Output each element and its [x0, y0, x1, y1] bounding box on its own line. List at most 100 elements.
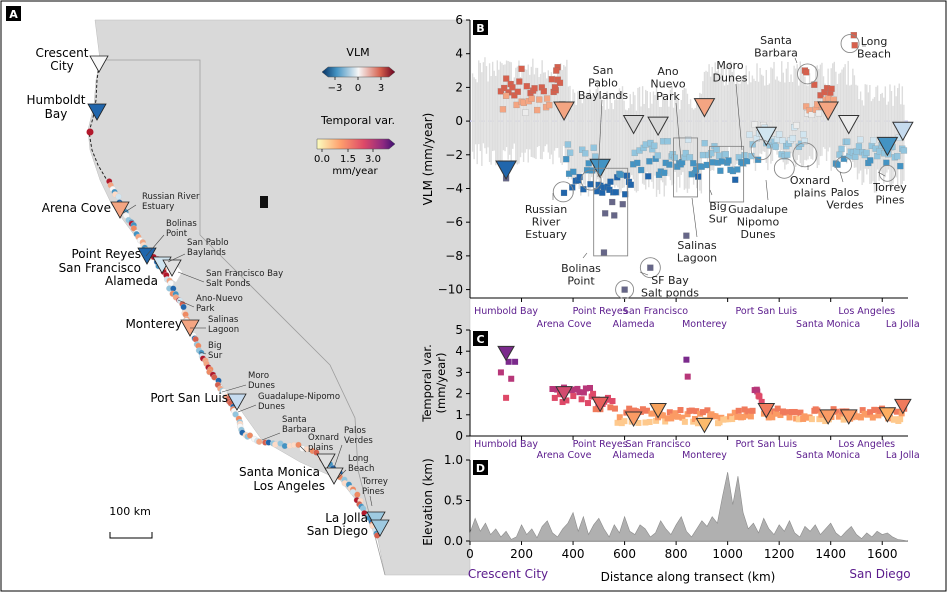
temporal-colorbar-ticks: 0.0 1.5 3.0	[314, 149, 381, 165]
c-y-axis-label: (mm/year)	[434, 353, 448, 414]
map-small-label: Salt Ponds	[206, 279, 251, 289]
b-annotation-label: Park	[656, 90, 680, 103]
b-vlm-point	[686, 154, 694, 161]
b-annotation-label: Oxnard	[790, 174, 830, 187]
b-vlm-point	[600, 249, 608, 256]
b-annotation-ring	[792, 142, 818, 168]
b-y-tick-label: −2	[445, 148, 463, 162]
transect-end-label: San Diego	[849, 567, 910, 581]
map-small-label: plains	[308, 443, 334, 453]
c-tide-gauge	[555, 386, 573, 402]
transect-north	[88, 64, 109, 183]
map-small-label: Long	[348, 454, 369, 464]
b-vlm-point	[834, 161, 841, 168]
c-temporal-point	[740, 413, 747, 420]
b-y-tick-label: −8	[445, 249, 463, 263]
b-annotation-label: Nipomo	[737, 216, 780, 229]
transect-start-label: Crescent City	[468, 567, 548, 581]
b-vlm-point	[563, 156, 570, 163]
b-vlm-point	[800, 131, 807, 138]
c-y-tick-label: 3	[455, 365, 463, 379]
c-temporal-point	[549, 386, 556, 393]
c-temporal-point	[822, 418, 829, 425]
b-vlm-point	[585, 160, 592, 167]
c-temporal-point	[683, 356, 690, 363]
c-temporal-point	[616, 414, 623, 421]
d-y-tick-label: 0.0	[444, 534, 463, 548]
b-station-label: San Francisco	[623, 306, 688, 317]
d-y-axis-label: Elevation (km)	[421, 458, 435, 546]
b-vlm-point	[793, 122, 800, 129]
c-tide-gauge	[757, 403, 776, 419]
b-vlm-point	[718, 158, 726, 165]
b-vlm-point	[546, 101, 553, 109]
b-annotation-label: Pablo	[588, 77, 618, 90]
map-small-label: Palos	[344, 426, 367, 436]
c-temporal-point	[729, 416, 736, 423]
c-tide-gauge	[893, 398, 912, 415]
vlm-tick-label: 0	[355, 83, 361, 94]
b-vlm-point	[685, 136, 692, 143]
c-temporal-point	[559, 399, 566, 406]
b-vlm-point	[784, 151, 791, 158]
b-annotation-label: Baylands	[578, 89, 629, 102]
b-vlm-point	[612, 189, 619, 196]
c-temporal-point	[867, 409, 874, 416]
b-vlm-point	[602, 210, 609, 217]
map-label: La Jolla	[325, 511, 368, 525]
b-annotation-label: Dunes	[713, 72, 748, 85]
b-y-axis-label: VLM (mm/year)	[421, 113, 435, 206]
b-vlm-point	[666, 161, 673, 168]
b-vlm-point	[528, 95, 535, 102]
b-vlm-point	[502, 92, 510, 99]
c-temporal-point	[774, 405, 781, 412]
c-temporal-point	[784, 409, 791, 416]
c-station-label: Alameda	[613, 450, 655, 461]
tide-gauge-marker	[316, 453, 336, 471]
b-vlm-point	[838, 145, 845, 153]
c-temporal-point	[632, 408, 639, 415]
tide-gauge-marker	[137, 247, 157, 265]
coast-vlm-point	[86, 128, 94, 136]
c-temporal-point	[731, 409, 738, 416]
b-vlm-point	[883, 159, 890, 166]
c-temporal-point	[659, 412, 666, 419]
b-vlm-point	[703, 161, 710, 169]
b-vlm-point	[803, 103, 810, 110]
map-leader-line	[167, 253, 186, 263]
b-station-label: Santa Monica	[796, 319, 860, 330]
panel-d-data	[469, 472, 909, 542]
lake-tahoe	[260, 196, 268, 208]
c-y-axis-label: Temporal var.	[420, 344, 434, 423]
b-tide-gauge	[755, 126, 778, 147]
map-label: Arena Cove	[42, 201, 111, 215]
panel-d-badge	[473, 460, 488, 475]
panel-b-label: B	[476, 22, 484, 35]
b-annotation-leader	[765, 179, 769, 201]
b-vlm-point	[560, 189, 568, 197]
map-leader-line	[145, 234, 165, 257]
b-annotation-ring	[750, 139, 772, 161]
b-vlm-point	[518, 65, 525, 72]
c-temporal-point	[582, 385, 589, 392]
map-small-label: Oxnard	[308, 433, 339, 443]
map-label: Los Angeles	[253, 479, 325, 493]
b-y-tick-label: −6	[445, 215, 463, 229]
b-annotation-label: Verdes	[826, 199, 864, 212]
b-annotation-label: Palos	[831, 186, 860, 199]
coast-vlm-point	[246, 432, 254, 439]
b-vlm-point	[803, 69, 810, 76]
b-vlm-point	[815, 109, 823, 117]
c-temporal-point	[607, 404, 614, 411]
b-annotation-box	[673, 137, 698, 198]
c-temporal-point	[872, 406, 879, 413]
c-temporal-point	[574, 385, 581, 392]
c-temporal-point	[681, 418, 688, 425]
c-temporal-point	[754, 388, 761, 395]
b-vlm-point	[751, 121, 759, 128]
coast-vlm-point	[115, 193, 122, 200]
b-vlm-point	[851, 42, 858, 49]
c-station-label: Humbold Bay	[474, 439, 538, 450]
b-annotation-label: Point	[567, 275, 595, 288]
